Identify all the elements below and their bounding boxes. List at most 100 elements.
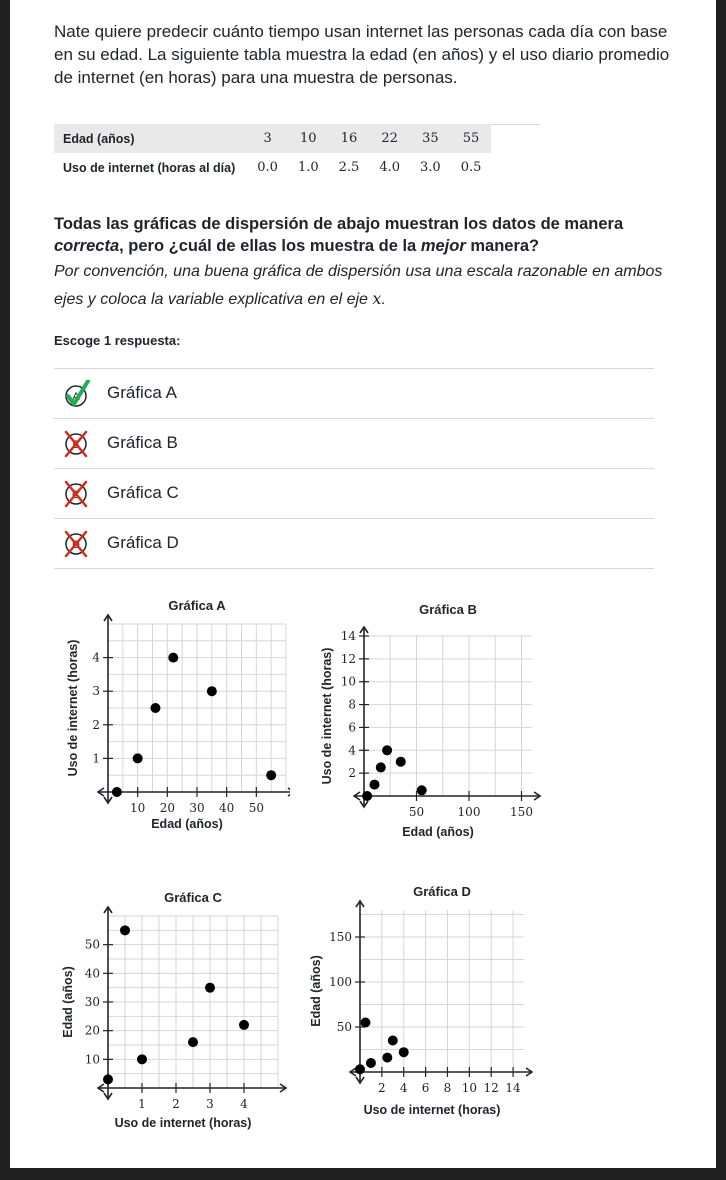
y-tick-label: 4 [92, 651, 100, 665]
data-point [416, 785, 427, 796]
choice-label: Gráfica C [107, 483, 179, 502]
x-tick-label: 1 [138, 1097, 146, 1111]
data-point [103, 1074, 113, 1085]
x-tick-label: 150 [510, 805, 533, 819]
chart-title: Gráfica B [419, 602, 477, 617]
table-cell: 55 [450, 124, 492, 153]
data-point [365, 1058, 376, 1068]
table-cell: 3 [247, 124, 288, 153]
x-tick-label: 100 [458, 805, 481, 819]
x-axis-arrow [279, 1083, 288, 1093]
y-tick-label: 2 [348, 766, 356, 780]
x-tick-label: 50 [409, 805, 424, 819]
y-tick-label: 30 [85, 995, 100, 1009]
x-tick-label: 4 [400, 1081, 408, 1095]
correct-check-icon: A [65, 380, 90, 407]
y-tick-label: 40 [85, 966, 100, 980]
data-point [206, 686, 217, 697]
choice-c[interactable]: C Gráfica C [54, 469, 654, 519]
crossed-out-icon: C [64, 480, 88, 508]
question-emphasis: mejor [420, 237, 466, 255]
y-tick-label: 8 [348, 698, 356, 712]
y-tick-label: 20 [85, 1024, 100, 1038]
data-table: Edad (años) 3 10 16 22 35 55 Uso de inte… [54, 124, 492, 182]
exercise-page: Nate quiere predecir cuánto tiempo usan … [10, 0, 716, 1168]
chart-title: Gráfica A [168, 598, 226, 613]
data-point [266, 770, 277, 781]
x-tick-label: 10 [462, 1081, 477, 1095]
x-axis-label: Edad (años) [151, 817, 223, 831]
question-emphasis: correcta [54, 237, 120, 255]
table-cell: 3.0 [420, 160, 441, 175]
data-point [382, 1052, 393, 1063]
choice-b[interactable]: B Gráfica B [54, 419, 654, 469]
data-point [398, 1047, 409, 1058]
data-point [150, 703, 161, 713]
y-axis-label: Uso de internet (horas) [320, 648, 334, 785]
y-tick-label: 3 [92, 684, 100, 698]
graph-c: 1 2 3 4 10 20 30 40 50 Gráfica C Uso de internet (… [61, 890, 288, 1130]
y-axis-arrow [355, 899, 365, 908]
data-point [205, 982, 215, 993]
y-axis-label: Edad (años) [61, 966, 75, 1038]
y-axis-arrow [103, 1092, 113, 1101]
hint-text: Por convención, una buena gráfica de dis… [54, 258, 684, 313]
y-axis-label: Edad (años) [309, 955, 323, 1027]
crossed-out-icon: B [64, 430, 88, 458]
hint-part: Por convención, una buena gráfica de dis… [54, 263, 663, 308]
y-tick-label: 100 [329, 975, 352, 989]
x-axis-arrow [352, 791, 361, 801]
question-part: manera? [465, 237, 540, 255]
question-text: Todas las gráficas de dispersión de abaj… [54, 213, 684, 257]
x-axis-label: Edad (años) [402, 825, 474, 839]
data-point [168, 652, 179, 663]
table-cell: 22 [369, 124, 411, 153]
y-tick-label: 150 [329, 930, 352, 944]
y-axis-arrow [103, 796, 113, 805]
x-axis-arrow [525, 1067, 534, 1077]
x-tick-label: 14 [505, 1081, 521, 1095]
row-label-internet: Uso de internet (horas al día) [63, 160, 236, 175]
y-tick-label: 6 [348, 720, 356, 734]
y-tick-label: 12 [341, 652, 356, 666]
table-cell: 4.0 [379, 160, 401, 175]
x-tick-label: 8 [444, 1081, 452, 1095]
hint-math: x [372, 289, 382, 308]
data-point [111, 787, 122, 797]
data-point [369, 779, 380, 790]
data-point [395, 756, 406, 767]
data-point [188, 1037, 198, 1048]
y-tick-label: 50 [85, 938, 100, 952]
choice-d[interactable]: D Gráfica D [54, 519, 654, 569]
y-tick-label: 1 [92, 751, 100, 765]
x-tick-label: 4 [240, 1097, 248, 1111]
x-axis-label: Uso de internet (horas) [115, 1116, 252, 1130]
x-axis-arrow [348, 1067, 357, 1077]
row-label-age: Edad (años) [54, 124, 248, 153]
data-point [132, 753, 143, 764]
graph-a: 10 20 30 40 50 1 2 3 4 Gráfica A Edad (años) Uso de… [66, 598, 290, 831]
y-tick-label: 14 [341, 629, 357, 643]
question-part: , pero ¿cuál de ellas los muestra de la [119, 237, 421, 255]
data-point [137, 1054, 147, 1065]
x-tick-label: 50 [249, 801, 264, 815]
table-cell: 1.0 [297, 160, 319, 175]
x-axis-arrow [96, 787, 105, 797]
chart-title: Gráfica C [164, 890, 222, 905]
x-axis-arrow [533, 791, 542, 801]
table-cell: 0.0 [257, 160, 278, 175]
hint-part: . [381, 291, 386, 308]
choice-a[interactable]: A Gráfica A [54, 369, 654, 419]
table-cell: 0.5 [460, 160, 482, 175]
x-tick-label: 3 [206, 1097, 214, 1111]
x-tick-label: 12 [484, 1081, 499, 1095]
graph-b: 50 100 150 2 4 6 8 10 12 14 Gráfica B Edad (años) Us… [320, 602, 542, 839]
x-tick-label: 2 [172, 1097, 180, 1111]
answer-choices: A Gráfica A B Gráfica B C Gráfica C [54, 368, 654, 569]
table-cell: 16 [328, 124, 370, 153]
x-tick-label: 2 [378, 1081, 386, 1095]
y-axis-arrow [355, 1076, 365, 1085]
x-tick-label: 6 [422, 1081, 430, 1095]
question-part: Todas las gráficas de dispersión de abaj… [54, 215, 624, 233]
y-tick-label: 50 [337, 1020, 352, 1034]
